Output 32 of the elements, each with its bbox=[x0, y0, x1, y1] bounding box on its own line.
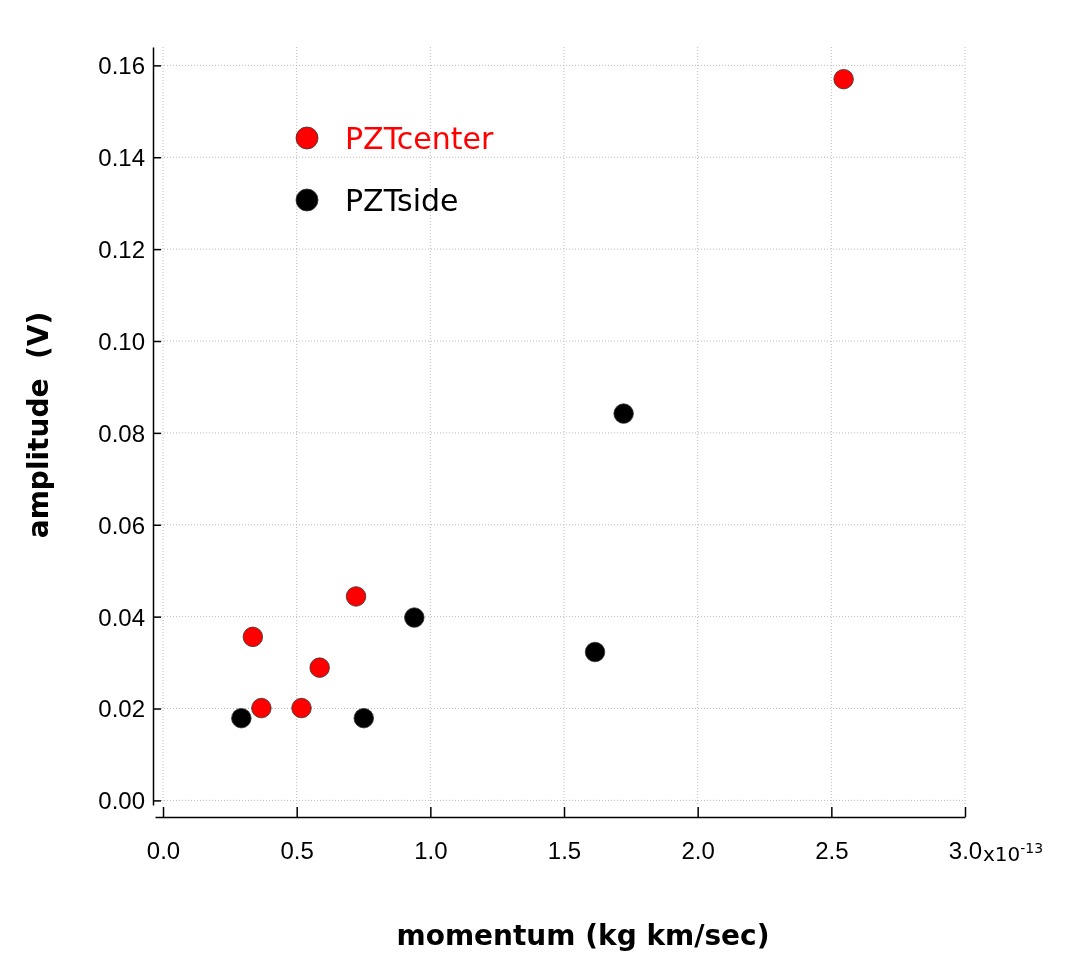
x-tick-label: 2.0 bbox=[681, 837, 715, 864]
x-tick-label: 1.0 bbox=[414, 837, 448, 864]
y-axis-title: amplitude (V) bbox=[22, 311, 55, 539]
point bbox=[613, 403, 634, 424]
text: x10$^{-13}$ bbox=[983, 840, 1044, 866]
x-axis-title: momentum (kg km/sec) bbox=[396, 919, 770, 952]
point bbox=[309, 657, 330, 678]
point bbox=[345, 586, 367, 607]
y-tick-label: 0.14 bbox=[98, 144, 145, 172]
legend-label: PZTcenter bbox=[345, 120, 495, 156]
point bbox=[291, 697, 312, 719]
y-tick-label: 0.06 bbox=[98, 511, 145, 539]
point bbox=[353, 708, 374, 729]
x-tick-label: 1.5 bbox=[547, 837, 582, 864]
y-tick-label: 0.08 bbox=[98, 419, 145, 447]
x-tick-label: 2.5 bbox=[815, 837, 849, 864]
point bbox=[833, 69, 854, 90]
y-tick-label: 0.12 bbox=[98, 236, 145, 264]
y-tick-label: 0.02 bbox=[98, 695, 145, 723]
y-tick-label: 0.04 bbox=[98, 603, 145, 631]
x-tick-label: 0.0 bbox=[146, 837, 181, 864]
point bbox=[251, 697, 272, 719]
point bbox=[584, 641, 606, 663]
point bbox=[242, 626, 264, 648]
point bbox=[231, 708, 252, 729]
y-tick-label: 0.00 bbox=[98, 787, 145, 815]
y-tick-label: 0.16 bbox=[98, 52, 145, 80]
point bbox=[404, 607, 425, 628]
x-tick-label: 0.5 bbox=[280, 837, 314, 864]
x-tick-label: 3.0 bbox=[948, 837, 983, 864]
legend-label: PZTside bbox=[345, 182, 459, 218]
y-tick-label: 0.10 bbox=[98, 327, 145, 355]
